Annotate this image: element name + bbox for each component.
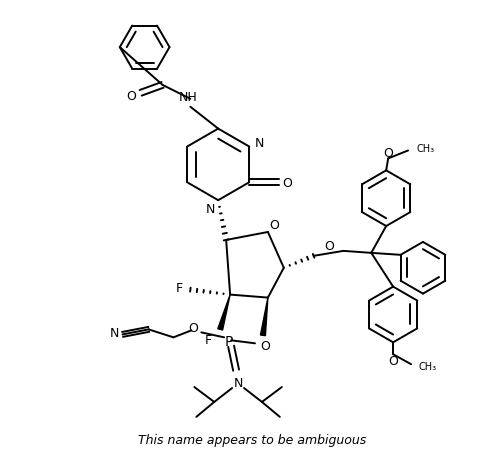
- Text: CH₃: CH₃: [416, 144, 434, 154]
- Text: O: O: [269, 218, 279, 231]
- Text: N: N: [255, 137, 264, 150]
- Text: NH: NH: [179, 91, 198, 104]
- Text: O: O: [189, 321, 198, 334]
- Polygon shape: [261, 298, 268, 336]
- Polygon shape: [218, 295, 230, 330]
- Text: F: F: [205, 333, 212, 346]
- Text: N: N: [110, 326, 120, 339]
- Text: O: O: [126, 90, 136, 103]
- Text: N: N: [206, 202, 215, 215]
- Text: CH₃: CH₃: [419, 361, 437, 371]
- Text: O: O: [388, 354, 398, 367]
- Text: O: O: [260, 339, 270, 352]
- Text: O: O: [383, 146, 393, 160]
- Text: P: P: [225, 335, 233, 348]
- Text: O: O: [324, 240, 334, 252]
- Text: This name appears to be ambiguous: This name appears to be ambiguous: [138, 433, 366, 446]
- Text: O: O: [282, 176, 292, 190]
- Text: F: F: [175, 281, 183, 295]
- Text: N: N: [233, 376, 243, 389]
